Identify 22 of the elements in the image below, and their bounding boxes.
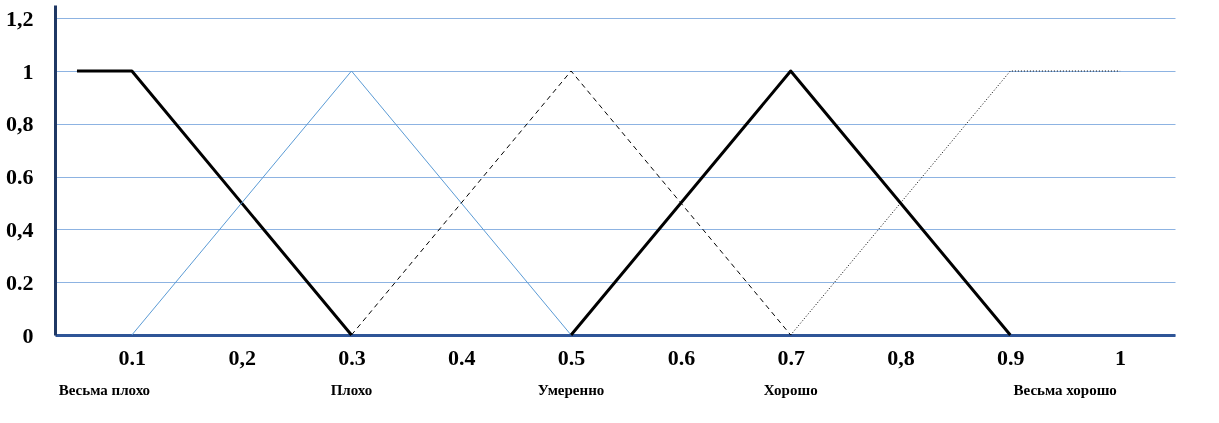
text: Плохо — [330, 382, 373, 398]
text: Хорошо — [763, 382, 818, 398]
x-tick-label: 0.1 — [118, 344, 147, 370]
x-tick-label: 0.9 — [997, 344, 1025, 370]
x-tick-label: 0.7 — [777, 344, 805, 370]
y-tick-label: 0,8 — [6, 111, 34, 137]
x-tick-label: 0,8 — [887, 344, 915, 370]
x-tick-label: 0.4 — [448, 344, 476, 370]
text: Весьма плохо — [58, 382, 151, 398]
y-tick-label: 0,4 — [6, 216, 34, 242]
y-tick-label: 1,2 — [6, 5, 34, 31]
x-tick-label: 0.6 — [667, 344, 696, 370]
y-tick-label: 0.6 — [6, 164, 34, 190]
text: Весьма хорошо — [1013, 382, 1117, 398]
x-tick-label: 0,2 — [228, 344, 256, 370]
x-tick-label: 1 — [1115, 344, 1127, 370]
text: Умеренно — [537, 382, 605, 398]
y-tick-label: 0.2 — [6, 269, 34, 295]
x-tick-label: 0.3 — [338, 344, 366, 370]
x-tick-label: 0.5 — [557, 344, 586, 370]
y-tick-label: 1 — [22, 58, 34, 84]
y-tick-label: 0 — [22, 322, 34, 348]
